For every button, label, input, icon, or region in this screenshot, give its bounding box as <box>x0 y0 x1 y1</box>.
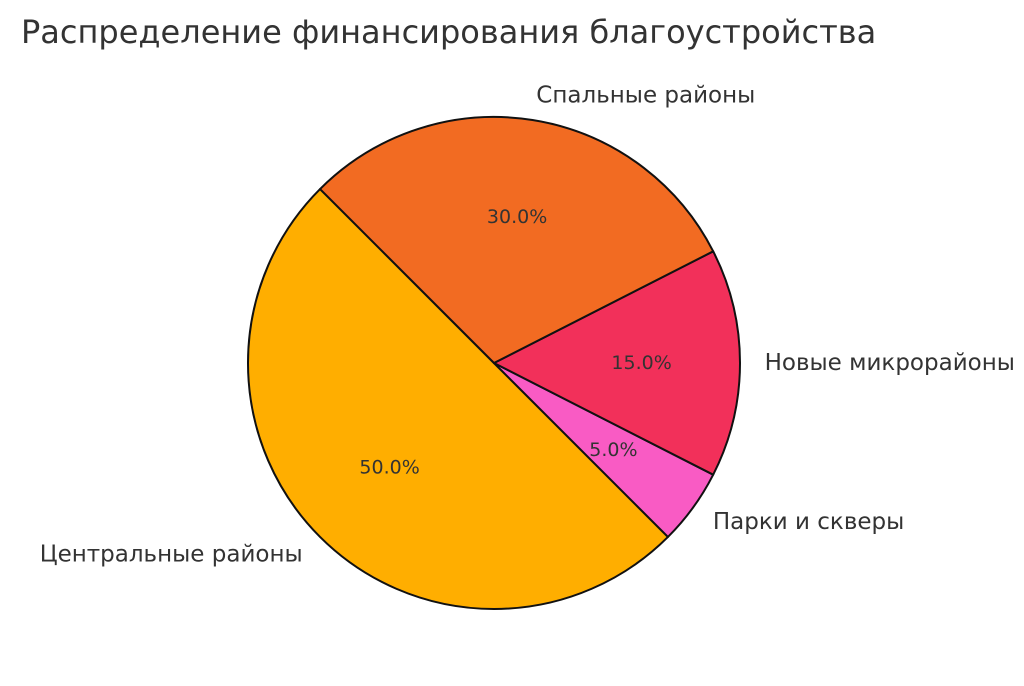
pie-slice <box>493 250 742 476</box>
slice-label: Новые микрорайоны <box>765 350 1015 376</box>
slice-label: Спальные районы <box>536 83 755 109</box>
pie-slice <box>246 188 669 611</box>
chart-title: Распределение финансирования благоустрой… <box>21 13 876 51</box>
slice-percent-label: 15.0% <box>611 352 671 374</box>
pie-labels: Центральные районы 50.0% Парки и скверы 5.0… <box>40 83 1015 568</box>
slice-percent-label: 5.0% <box>589 439 637 461</box>
slice-percent-label: 50.0% <box>359 456 419 478</box>
slice-label: Центральные районы <box>40 541 303 567</box>
slice-label: Парки и скверы <box>713 509 904 535</box>
pie-slices <box>246 115 742 611</box>
pie-slice <box>319 115 715 364</box>
slice-percent-label: 30.0% <box>487 206 547 228</box>
